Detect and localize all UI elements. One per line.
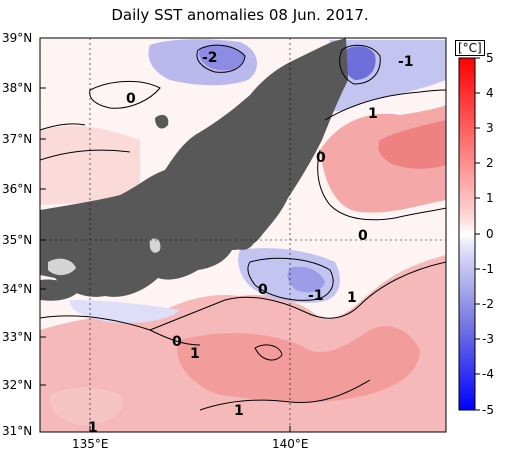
contour-label: 0 — [258, 282, 268, 298]
contour-label: 1 — [234, 403, 244, 419]
cool-anomaly-sagami-core — [287, 266, 325, 293]
graticule — [40, 38, 446, 432]
land-lake — [48, 258, 76, 276]
colorbar-gradient — [458, 57, 476, 411]
contour-label: -1 — [308, 288, 324, 304]
contour-label: 0 — [316, 150, 326, 166]
land-lake-biwa — [149, 238, 161, 253]
sst-field: -2 -1 0 1 0 0 0 -1 1 0 1 1 1 — [40, 38, 446, 436]
contour-label: -2 — [202, 50, 218, 66]
lat-label: 37°N — [2, 132, 33, 146]
map-title: Daily SST anomalies 08 Jun. 2017. — [111, 6, 369, 24]
contour-minus2-north — [196, 44, 246, 73]
colorbar — [458, 57, 480, 411]
contour-lines — [40, 44, 446, 411]
colorbar-label: 5 — [486, 51, 494, 65]
contour-label: 0 — [172, 334, 182, 350]
land-shikoku-edge — [40, 279, 78, 301]
colorbar-label: -5 — [482, 403, 494, 417]
colorbar-label: -1 — [482, 262, 494, 276]
colorbar-label: 4 — [486, 86, 494, 100]
colorbar-unit: [°C] — [455, 40, 485, 56]
colorbar-label: -2 — [482, 297, 494, 311]
cool-anomaly-northeast-core — [343, 46, 376, 80]
warm-anomaly-east-core — [378, 120, 446, 169]
contour-minus1-sagami — [247, 257, 334, 301]
lat-label: 34°N — [2, 282, 33, 296]
contour-minus1-northeast — [339, 44, 381, 85]
colorbar-ticks — [475, 57, 480, 411]
warm-anomaly-coastal — [40, 125, 140, 205]
warm-anomaly-southwest — [49, 387, 123, 425]
contour-one-southcenter — [199, 379, 371, 411]
colorbar-label: -3 — [482, 332, 494, 346]
land-boso-peninsula — [232, 230, 255, 250]
lat-label: 38°N — [2, 81, 33, 95]
contour-label: -1 — [398, 54, 414, 70]
contour-label: 1 — [190, 346, 200, 362]
colorbar-label: 0 — [486, 227, 494, 241]
contour-zero-northwest — [89, 80, 161, 109]
land-sado-island — [155, 114, 169, 129]
contour-label: 0 — [126, 91, 136, 107]
colorbar-label: 1 — [486, 191, 494, 205]
map-frame — [39, 37, 447, 433]
contour-one-south — [149, 261, 446, 331]
latitude-ticks — [40, 37, 291, 432]
cool-anomaly-southwest-coast — [69, 300, 180, 323]
contour-label-group: -2 -1 0 1 0 0 0 -1 1 0 1 1 1 — [88, 50, 414, 436]
lat-label: 35°N — [2, 233, 33, 247]
contour-label: 0 — [358, 228, 368, 244]
lat-label: 31°N — [2, 424, 33, 438]
contour-zero-south — [40, 315, 201, 346]
lon-label: 140°E — [272, 437, 309, 451]
colorbar-label: 2 — [486, 156, 494, 170]
contour-label: 1 — [368, 106, 378, 122]
land-honshu — [40, 38, 348, 297]
contour-one-east — [324, 89, 446, 121]
colorbar-label: 3 — [486, 121, 494, 135]
lat-label: 33°N — [2, 330, 33, 344]
contour-label: 1 — [347, 290, 357, 306]
lon-label: 135°E — [72, 437, 109, 451]
contour-zero-center — [317, 149, 446, 221]
lat-label: 36°N — [2, 182, 33, 196]
cool-anomaly-north-core — [199, 44, 245, 71]
contour-north-left — [40, 123, 86, 131]
warm-anomaly-south-core — [177, 326, 420, 403]
colorbar-label: -4 — [482, 367, 494, 381]
contour-core-southeast — [254, 344, 283, 361]
contour-label: 1 — [88, 420, 98, 436]
contour-zero-west — [40, 149, 131, 161]
lat-label: 32°N — [2, 378, 33, 392]
lat-label: 39°N — [2, 31, 33, 45]
